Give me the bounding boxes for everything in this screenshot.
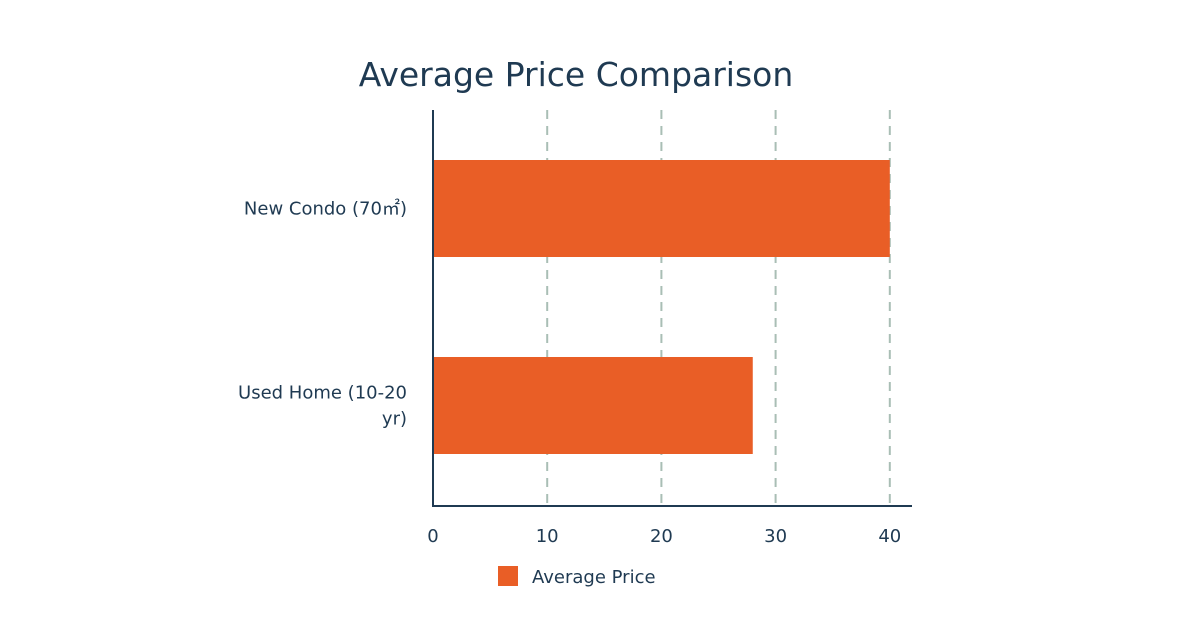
x-tick-label-40: 40 <box>878 526 901 547</box>
chart-title: Average Price Comparison <box>359 55 794 94</box>
x-tick-labels: 0 10 20 30 40 <box>427 526 901 547</box>
x-tick-label-20: 20 <box>650 526 673 547</box>
category-label-0: New Condo (70㎡) <box>244 198 407 220</box>
category-labels: New Condo (70㎡) Used Home (10-20 yr) <box>238 198 407 430</box>
legend-swatch <box>498 566 518 586</box>
x-tick-label-30: 30 <box>764 526 787 547</box>
bar-0 <box>433 160 890 257</box>
legend-label: Average Price <box>532 567 656 588</box>
legend: Average Price <box>498 566 656 588</box>
bar-1 <box>433 357 753 454</box>
bars <box>433 160 890 454</box>
category-label-line: New Condo (70㎡) <box>244 198 407 220</box>
category-label-1: Used Home (10-20 yr) <box>238 383 407 430</box>
axes <box>432 110 912 507</box>
x-tick-label-0: 0 <box>427 526 438 547</box>
category-label-line: Used Home (10-20 <box>238 383 407 404</box>
x-tick-label-10: 10 <box>536 526 559 547</box>
category-label-line: yr) <box>382 409 407 430</box>
